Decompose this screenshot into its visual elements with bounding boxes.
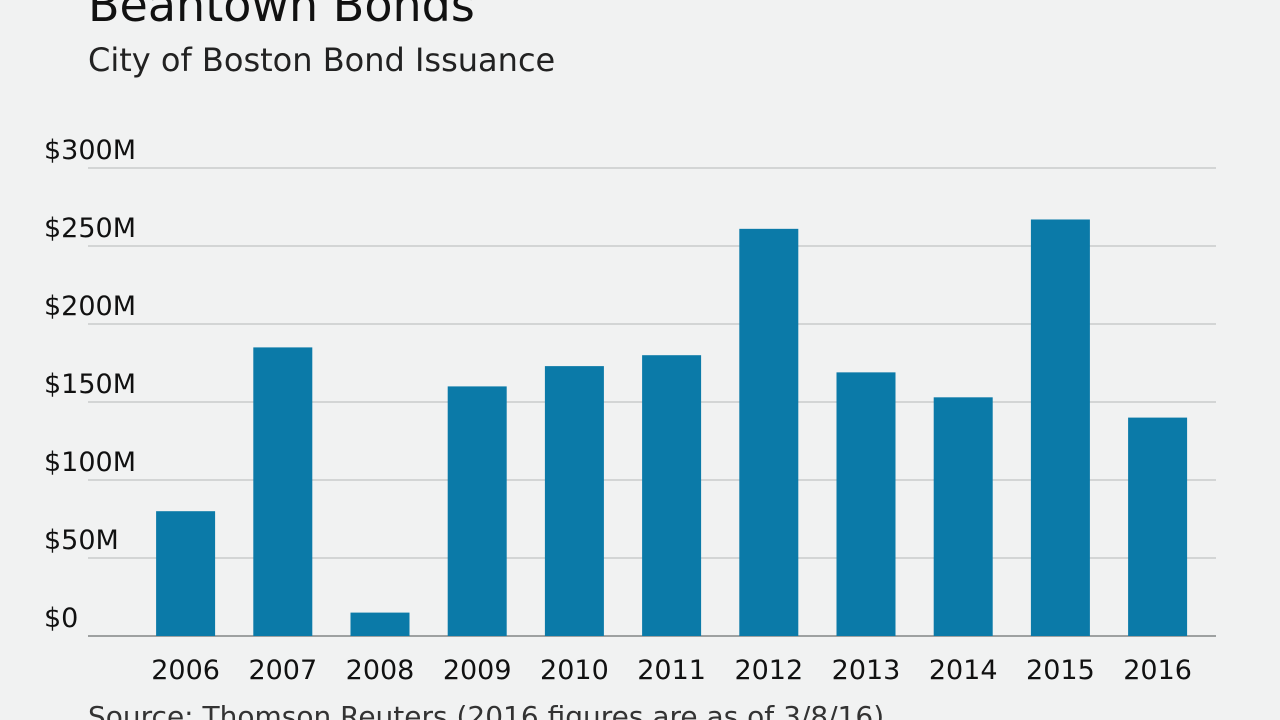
y-tick-label: $50M (44, 525, 119, 556)
x-tick-label: 2007 (248, 655, 317, 686)
x-tick-label: 2014 (929, 655, 998, 686)
chart-title: Beantown Bonds (88, 0, 475, 32)
bar-2010 (544, 366, 604, 636)
x-tick-label: 2012 (734, 655, 803, 686)
bar-2011 (642, 355, 702, 636)
chart-subtitle: City of Boston Bond Issuance (88, 41, 556, 79)
bar-2008 (350, 612, 410, 636)
bar-2013 (836, 372, 896, 636)
x-tick-label: 2013 (832, 655, 901, 686)
bar-2007 (253, 347, 313, 636)
y-tick-label: $100M (44, 447, 136, 478)
bar-2009 (447, 386, 507, 636)
x-tick-label: 2008 (346, 655, 415, 686)
bar-2012 (739, 228, 799, 636)
x-tick-label: 2009 (443, 655, 512, 686)
y-tick-label: $150M (44, 369, 136, 400)
y-tick-label: $250M (44, 213, 136, 244)
x-tick-label: 2011 (637, 655, 706, 686)
y-tick-label: $200M (44, 291, 136, 322)
x-tick-label: 2006 (151, 655, 220, 686)
y-tick-label: $300M (44, 135, 136, 166)
bar-2006 (156, 511, 216, 636)
bar-2015 (1030, 219, 1090, 637)
x-tick-label: 2015 (1026, 655, 1095, 686)
x-tick-label: 2016 (1123, 655, 1192, 686)
x-tick-label: 2010 (540, 655, 609, 686)
bar-2014 (933, 397, 993, 636)
bar-2016 (1128, 417, 1188, 636)
bars (156, 219, 1188, 637)
y-axis-labels: $0 $50M $100M $150M $200M $250M $300M (44, 135, 136, 634)
source-note: Source: Thomson Reuters (2016 figures ar… (88, 700, 885, 720)
x-axis-labels: 2006 2007 2008 2009 2010 2011 2012 2013 2014 2015… (151, 655, 1192, 686)
y-tick-label: $0 (44, 603, 78, 634)
